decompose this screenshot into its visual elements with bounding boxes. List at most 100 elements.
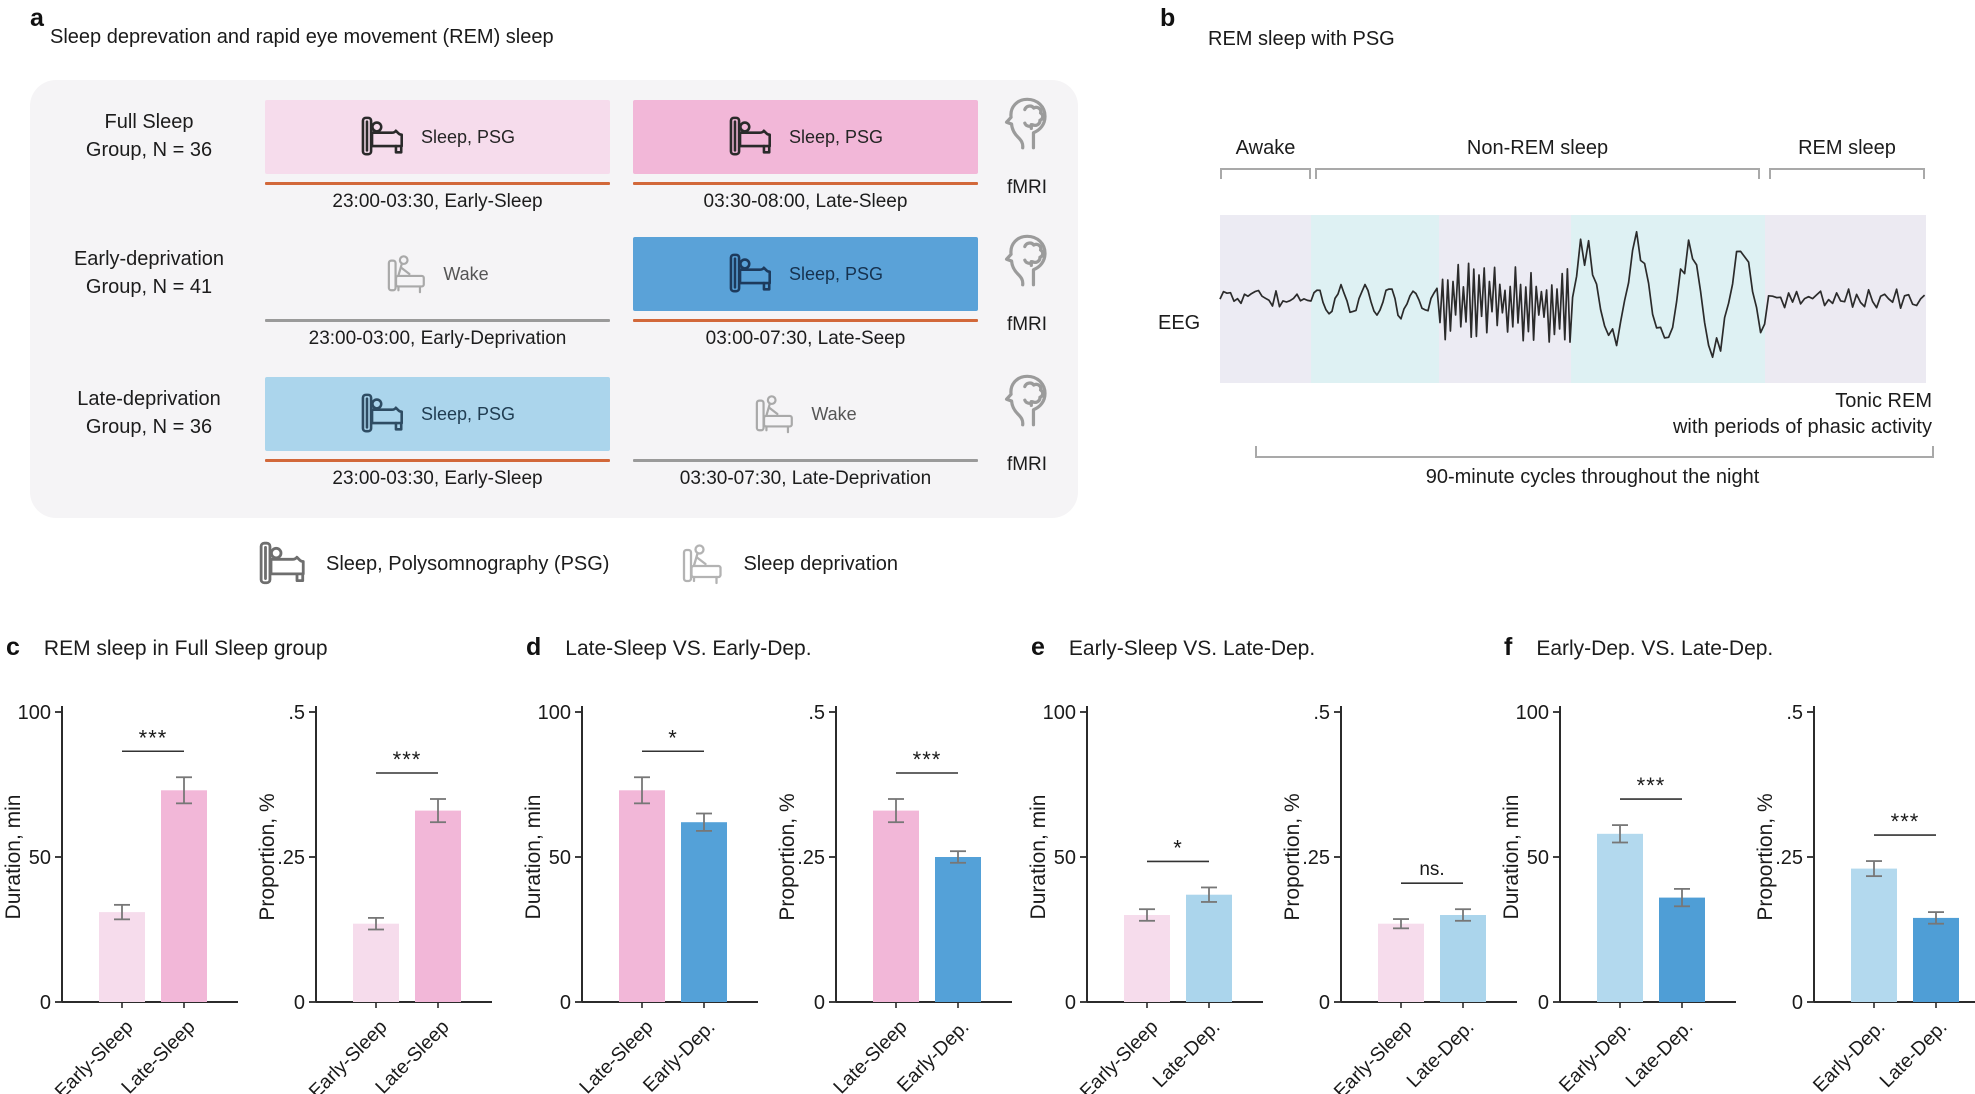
tonic-rem-annotation: Tonic REM with periods of phasic activit… — [1520, 388, 1932, 440]
bar-Late-Dep. — [1659, 897, 1705, 1002]
bar-Late-Sleep — [415, 810, 461, 1002]
y-tick-label: .25 — [277, 847, 305, 869]
fmri-outcome: fMRI — [982, 95, 1072, 199]
x-tick-label: Late-Dep. — [1402, 1016, 1478, 1092]
y-tick-label: 0 — [1538, 992, 1549, 1014]
y-tick-label: 0 — [294, 992, 305, 1014]
x-tick-label: Early-Sleep — [1330, 1016, 1417, 1094]
panel-a-title: Sleep deprevation and rapid eye movement… — [50, 26, 554, 48]
period-cell: Sleep, PSG 23:00-03:30, Early-Sleep — [265, 100, 610, 213]
period-caption: 23:00-03:30, Early-Sleep — [332, 191, 543, 212]
period-cell: Sleep, PSG 03:00-07:30, Late-Seep — [633, 237, 978, 350]
y-tick-label: .5 — [808, 702, 825, 724]
group-label-line1: Late-deprivation — [77, 388, 221, 410]
y-tick-label: 100 — [1516, 702, 1549, 724]
significance-label: *** — [1891, 809, 1920, 834]
period-label: Sleep, PSG — [788, 126, 884, 147]
bar-Late-Dep. — [1186, 894, 1232, 1002]
bar-Early-Dep. — [1851, 868, 1897, 1002]
y-tick-label: 50 — [29, 847, 51, 869]
panel-e-header: e Early-Sleep VS. Late-Dep. — [1025, 633, 1510, 662]
bed-wake-icon — [683, 544, 723, 585]
wake-period-box: Wake — [265, 237, 610, 311]
y-tick-label: 0 — [1319, 992, 1330, 1014]
x-tick-label: Early-Dep. — [1555, 1016, 1636, 1094]
panel-c-header: c REM sleep in Full Sleep group — [0, 633, 515, 662]
bar-Early-Sleep — [1124, 915, 1170, 1002]
y-tick-label: 0 — [814, 992, 825, 1014]
sleep-period-box: Sleep, PSG — [633, 100, 978, 174]
panel-d-title: Late-Sleep VS. Early-Dep. — [565, 637, 812, 660]
nonrem-bracket — [1315, 168, 1760, 179]
cycle-caption: 90-minute cycles throughout the night — [1425, 466, 1760, 488]
legend-label: Sleep, Polysomnography (PSG) — [326, 552, 610, 575]
panel-c-letter: c — [6, 633, 20, 661]
period-label: Sleep, PSG — [788, 263, 884, 284]
period-caption: 23:00-03:30, Early-Sleep — [332, 468, 543, 489]
legend-item-sleep-psg: Sleep, Polysomnography (PSG) — [258, 540, 609, 588]
x-tick-label: Late-Dep. — [1148, 1016, 1224, 1092]
panel-c: c REM sleep in Full Sleep group 0 50 100 Du… — [0, 633, 515, 1094]
group-label-early-deprivation: Early-deprivation Group, N = 41 — [38, 245, 260, 302]
significance-label: *** — [913, 747, 942, 772]
y-tick-label: 0 — [1792, 992, 1803, 1014]
y-tick-label: 0 — [560, 992, 571, 1014]
cycle-bracket — [1255, 446, 1934, 458]
x-tick-label: Late-Dep. — [1621, 1016, 1697, 1092]
fmri-label: fMRI — [1006, 454, 1048, 475]
tonic-rem-line1: Tonic REM — [1835, 390, 1932, 412]
fmri-head-icon — [1004, 374, 1047, 427]
panel-f-title: Early-Dep. VS. Late-Dep. — [1536, 637, 1774, 660]
group-label-line2: Group, N = 36 — [85, 139, 213, 162]
panel-b-title: REM sleep with PSG — [1208, 28, 1395, 50]
panel-e: e Early-Sleep VS. Late-Dep. 0 50 100 Durati… — [1025, 633, 1517, 1094]
sleep-period-box: Sleep, PSG — [265, 100, 610, 174]
stage-label-rem: REM sleep — [1798, 137, 1896, 159]
panel-c-title: REM sleep in Full Sleep group — [43, 637, 328, 660]
bar-Early-Dep. — [681, 822, 727, 1002]
bar-Early-Sleep — [353, 923, 399, 1002]
fmri-outcome: fMRI — [982, 232, 1072, 336]
y-axis-label: Duration, min — [1500, 795, 1523, 920]
period-caption: 03:30-08:00, Late-Sleep — [703, 191, 908, 212]
significance-label: ns. — [1419, 859, 1444, 880]
fmri-outcome: fMRI — [982, 372, 1072, 476]
panel-d-plots: 0 50 100 Duration, min Late-Sleep Early-Dep. *… — [520, 662, 1025, 1094]
eeg-waveform — [1219, 230, 1926, 359]
y-tick-label: 100 — [1043, 702, 1076, 724]
bed-sleep-icon — [729, 116, 771, 156]
period-cell: Sleep, PSG 03:30-08:00, Late-Sleep — [633, 100, 978, 213]
period-cell: Wake 23:00-03:00, Early-Deprivation — [265, 237, 610, 350]
y-tick-label: 0 — [40, 992, 51, 1014]
x-tick-label: Early-Sleep — [1076, 1016, 1163, 1094]
sleep-period-box: Sleep, PSG — [633, 237, 978, 311]
fmri-label: fMRI — [1006, 177, 1048, 198]
period-cell: Sleep, PSG 23:00-03:30, Early-Sleep — [265, 377, 610, 490]
y-tick-label: .5 — [1786, 702, 1803, 724]
group-label-line2: Group, N = 36 — [85, 416, 213, 439]
period-underline — [633, 182, 978, 185]
y-tick-label: .25 — [1302, 847, 1330, 869]
bed-sleep-icon — [361, 116, 403, 156]
fmri-head-icon — [1004, 234, 1047, 287]
y-axis-label: Proportion, % — [1754, 793, 1777, 920]
significance-label: *** — [139, 725, 168, 750]
tonic-rem-line2: with periods of phasic activity — [1672, 416, 1932, 438]
y-tick-label: 50 — [1054, 847, 1076, 869]
panel-f: f Early-Dep. VS. Late-Dep. 0 50 100 Duratio… — [1498, 633, 1975, 1094]
y-tick-label: 100 — [538, 702, 571, 724]
eeg-axis-label: EEG — [1158, 312, 1201, 334]
panel-f-header: f Early-Dep. VS. Late-Dep. — [1498, 633, 1975, 662]
period-cell: Wake 03:30-07:30, Late-Deprivation — [633, 377, 978, 490]
period-label: Wake — [443, 263, 489, 284]
y-tick-label: 0 — [1065, 992, 1076, 1014]
bar-Early-Sleep — [99, 912, 145, 1002]
bed-wake-icon — [756, 395, 794, 434]
y-tick-label: .25 — [797, 847, 825, 869]
period-label: Sleep, PSG — [420, 403, 516, 424]
period-underline — [265, 182, 610, 185]
eeg-trace — [1219, 230, 1926, 359]
bar-subplot: 0 50 100 Duration, min Early-Dep.Late-Dep. **… — [1500, 702, 1736, 1094]
